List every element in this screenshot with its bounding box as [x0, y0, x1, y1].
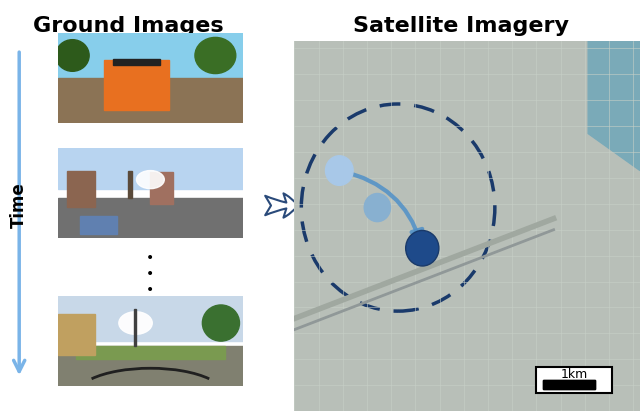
Ellipse shape [195, 37, 236, 74]
Ellipse shape [119, 312, 152, 335]
Text: Satellite Imagery: Satellite Imagery [353, 16, 569, 37]
Bar [58, 314, 95, 355]
Bar [104, 60, 169, 110]
Bar [543, 380, 595, 389]
Bar [58, 346, 243, 386]
Bar [150, 172, 173, 204]
FancyArrowPatch shape [342, 171, 422, 241]
Bar [58, 296, 243, 341]
Circle shape [326, 156, 353, 185]
Bar [76, 346, 225, 359]
Text: Ground Images: Ground Images [33, 16, 223, 37]
Circle shape [364, 194, 390, 222]
Ellipse shape [136, 171, 164, 189]
FancyBboxPatch shape [536, 367, 612, 393]
Circle shape [406, 231, 439, 266]
Polygon shape [588, 41, 640, 171]
Ellipse shape [202, 305, 239, 341]
Text: 1km: 1km [561, 369, 588, 381]
Bar [128, 171, 132, 198]
Ellipse shape [56, 40, 89, 72]
Bar [58, 148, 243, 189]
Bar [58, 33, 243, 78]
Bar [67, 171, 95, 207]
Bar [58, 78, 243, 123]
Bar [58, 198, 243, 238]
Bar [134, 309, 136, 346]
Bar [113, 59, 160, 65]
Bar [80, 216, 117, 234]
Text: Time: Time [10, 182, 28, 229]
Text: •
•
•: • • • [147, 251, 154, 297]
